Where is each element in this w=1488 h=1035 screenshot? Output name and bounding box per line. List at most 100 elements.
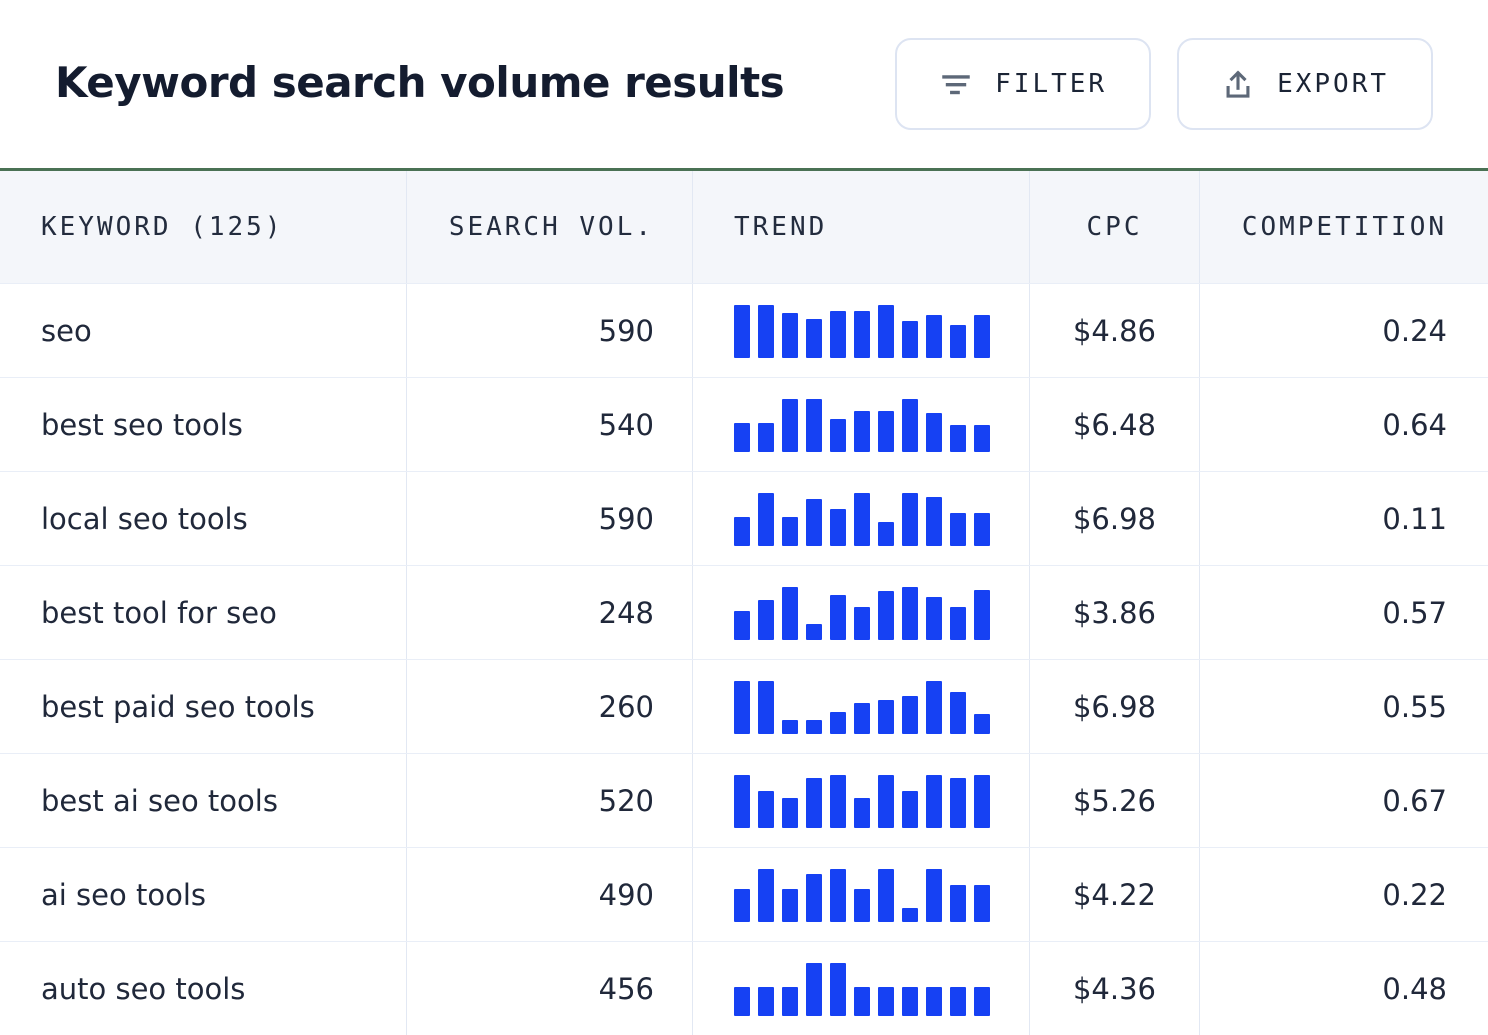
search-vol-cell: 456 bbox=[407, 942, 693, 1035]
trend-bar bbox=[878, 410, 894, 452]
trend-bar bbox=[878, 774, 894, 828]
keyword-cell: ai seo tools bbox=[0, 848, 407, 941]
trend-bar bbox=[830, 711, 846, 734]
export-button[interactable]: EXPORT bbox=[1177, 38, 1433, 130]
trend-bar bbox=[950, 324, 966, 358]
trend-bar bbox=[830, 310, 846, 358]
cpc-cell: $4.36 bbox=[1030, 942, 1200, 1035]
trend-bar bbox=[950, 777, 966, 828]
trend-bar bbox=[854, 492, 870, 546]
trend-bar bbox=[902, 586, 918, 640]
trend-cell bbox=[693, 848, 1030, 941]
trend-bar bbox=[830, 594, 846, 640]
trend-bar bbox=[902, 492, 918, 546]
table-row[interactable]: best ai seo tools 520 $5.26 0.67 bbox=[0, 753, 1488, 847]
cpc-cell: $3.86 bbox=[1030, 566, 1200, 659]
trend-bar bbox=[854, 888, 870, 922]
trend-bar bbox=[926, 868, 942, 922]
trend-bar bbox=[950, 986, 966, 1016]
trend-bar bbox=[974, 314, 990, 358]
trend-bar bbox=[782, 986, 798, 1016]
table-row[interactable]: ai seo tools 490 $4.22 0.22 bbox=[0, 847, 1488, 941]
search-vol-cell: 490 bbox=[407, 848, 693, 941]
competition-cell: 0.67 bbox=[1382, 783, 1447, 818]
cpc-cell: $4.22 bbox=[1030, 848, 1200, 941]
trend-bar bbox=[974, 424, 990, 452]
trend-bar bbox=[974, 884, 990, 922]
column-header-competition: COMPETITION bbox=[1241, 212, 1447, 242]
trend-bar bbox=[974, 713, 990, 734]
table-row[interactable]: auto seo tools 456 $4.36 0.48 bbox=[0, 941, 1488, 1035]
table-row[interactable]: best seo tools 540 $6.48 0.64 bbox=[0, 377, 1488, 471]
trend-bar bbox=[806, 962, 822, 1016]
trend-bar bbox=[806, 719, 822, 734]
cpc-cell: $6.48 bbox=[1030, 378, 1200, 471]
trend-bar bbox=[782, 398, 798, 452]
trend-cell bbox=[693, 660, 1030, 753]
trend-bar bbox=[782, 586, 798, 640]
keyword-cell: best seo tools bbox=[0, 378, 407, 471]
trend-bar bbox=[926, 774, 942, 828]
trend-mini-bar-chart bbox=[734, 304, 990, 358]
competition-cell: 0.48 bbox=[1382, 971, 1447, 1006]
trend-bar bbox=[878, 699, 894, 734]
trend-bar bbox=[734, 680, 750, 734]
trend-cell bbox=[693, 942, 1030, 1035]
trend-bar bbox=[758, 868, 774, 922]
trend-bar bbox=[782, 312, 798, 358]
trend-bar bbox=[902, 320, 918, 358]
trend-bar bbox=[806, 398, 822, 452]
table-body: seo 590 $4.86 0.24 best seo tools 540 $6… bbox=[0, 283, 1488, 1035]
trend-bar bbox=[734, 774, 750, 828]
trend-mini-bar-chart bbox=[734, 962, 990, 1016]
trend-bar bbox=[806, 873, 822, 922]
table-row[interactable]: seo 590 $4.86 0.24 bbox=[0, 283, 1488, 377]
trend-bar bbox=[854, 410, 870, 452]
keyword-cell: best paid seo tools bbox=[0, 660, 407, 753]
competition-cell: 0.55 bbox=[1382, 689, 1447, 724]
cpc-cell: $6.98 bbox=[1030, 660, 1200, 753]
filter-button[interactable]: FILTER bbox=[895, 38, 1152, 130]
trend-bar bbox=[878, 304, 894, 358]
page-header: Keyword search volume results FILTER EXP… bbox=[0, 0, 1488, 168]
search-vol-cell: 590 bbox=[407, 284, 693, 377]
keyword-cell: best tool for seo bbox=[0, 566, 407, 659]
trend-bar bbox=[806, 777, 822, 828]
trend-bar bbox=[974, 774, 990, 828]
trend-bar bbox=[806, 318, 822, 358]
table-row[interactable]: best paid seo tools 260 $6.98 0.55 bbox=[0, 659, 1488, 753]
trend-bar bbox=[830, 418, 846, 452]
trend-bar bbox=[902, 398, 918, 452]
trend-mini-bar-chart bbox=[734, 774, 990, 828]
trend-cell bbox=[693, 378, 1030, 471]
trend-mini-bar-chart bbox=[734, 492, 990, 546]
trend-bar bbox=[782, 797, 798, 828]
trend-bar bbox=[830, 962, 846, 1016]
table-row[interactable]: local seo tools 590 $6.98 0.11 bbox=[0, 471, 1488, 565]
competition-cell: 0.57 bbox=[1382, 595, 1447, 630]
trend-bar bbox=[974, 589, 990, 640]
keyword-cell: best ai seo tools bbox=[0, 754, 407, 847]
table-row[interactable]: best tool for seo 248 $3.86 0.57 bbox=[0, 565, 1488, 659]
trend-bar bbox=[854, 702, 870, 734]
trend-bar bbox=[830, 868, 846, 922]
cpc-cell: $4.86 bbox=[1030, 284, 1200, 377]
trend-bar bbox=[782, 719, 798, 734]
trend-bar bbox=[974, 512, 990, 546]
trend-bar bbox=[758, 680, 774, 734]
trend-bar bbox=[782, 888, 798, 922]
competition-cell: 0.64 bbox=[1382, 407, 1447, 442]
trend-bar bbox=[734, 304, 750, 358]
trend-bar bbox=[854, 986, 870, 1016]
trend-bar bbox=[758, 986, 774, 1016]
trend-bar bbox=[734, 986, 750, 1016]
trend-bar bbox=[758, 304, 774, 358]
column-header-search-vol: SEARCH VOL. bbox=[407, 171, 693, 283]
trend-bar bbox=[926, 412, 942, 452]
trend-bar bbox=[926, 496, 942, 546]
column-header-cpc: CPC bbox=[1030, 171, 1200, 283]
trend-bar bbox=[878, 986, 894, 1016]
trend-bar bbox=[782, 516, 798, 546]
trend-bar bbox=[950, 691, 966, 734]
